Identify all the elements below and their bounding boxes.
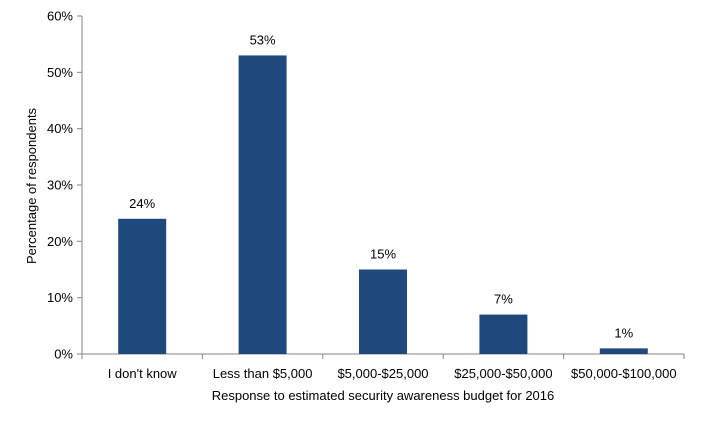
data-label: 53% [250,32,276,47]
bar [599,348,648,354]
data-label: 15% [370,247,396,262]
y-tick-label: 10% [47,290,73,305]
x-tick-label: $50,000-$100,000 [571,366,677,381]
bars [118,55,648,354]
y-tick-label: 20% [47,234,73,249]
x-tick-label: I don't know [108,366,178,381]
y-axis-title: Percentage of respondents [24,107,39,264]
x-tick-label: $25,000-$50,000 [454,366,552,381]
bar [479,314,528,354]
data-label: 1% [614,325,633,340]
x-axis-title: Response to estimated security awareness… [212,388,555,403]
data-label: 7% [494,292,513,307]
bar [118,218,167,354]
x-tick-label: Less than $5,000 [213,366,313,381]
y-axis: 0% 10% 20% 30% 40% 50% 60% [47,9,83,362]
y-tick-label: 40% [47,121,73,136]
bar [238,55,287,354]
y-tick-label: 60% [47,9,73,24]
x-axis: I don't know Less than $5,000 $5,000-$25,0… [81,353,685,381]
y-tick-label: 50% [47,65,73,80]
data-labels: 24% 53% 15% 7% 1% [129,32,633,340]
x-tick-label: $5,000-$25,000 [337,366,428,381]
bar [359,269,407,354]
y-tick-label: 30% [47,178,73,193]
y-tick-label: 0% [54,347,73,362]
data-label: 24% [129,196,155,211]
